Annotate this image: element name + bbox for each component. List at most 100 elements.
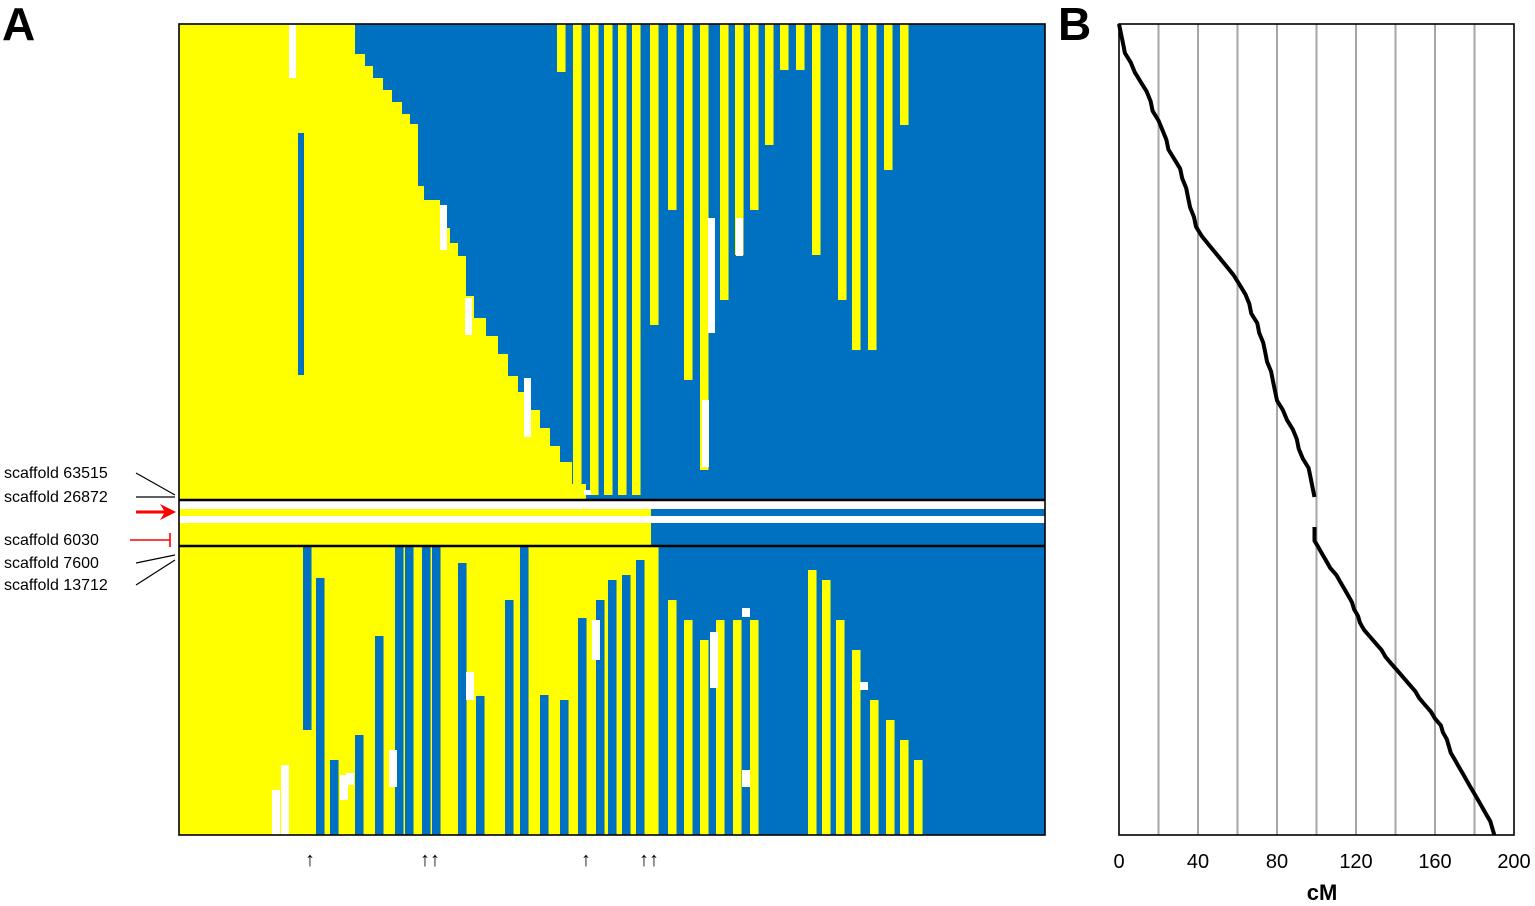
- upper-cell: [179, 428, 550, 446]
- plot-frame: [1118, 23, 1515, 836]
- lower-cell: [870, 700, 879, 835]
- lower-cell: [852, 650, 861, 835]
- missing-cell: [592, 620, 600, 660]
- bottom-arrows: ↑ ↑↑ ↑ ↑↑: [305, 849, 659, 871]
- upper-cell: [179, 410, 540, 428]
- lower-cell: [914, 760, 923, 835]
- grid-lines: [1157, 24, 1476, 835]
- missing-cell: [346, 773, 354, 785]
- upper-cell: [179, 318, 486, 336]
- band-cell: [651, 523, 1045, 546]
- lower-cell: [733, 620, 742, 835]
- panel-b-letter: B: [1058, 0, 1091, 50]
- lower-cell: [316, 578, 325, 835]
- missing-cell: [860, 682, 868, 690]
- lower-cell: [822, 580, 831, 835]
- upper-cell: [179, 90, 392, 102]
- x-tick-label: 0: [1113, 851, 1124, 873]
- lower-cell: [808, 570, 817, 835]
- cumulative-cm-curve: [1117, 23, 1497, 836]
- upper-cell: [179, 200, 440, 228]
- upper-cell: [179, 484, 586, 500]
- lower-cell: [422, 546, 431, 835]
- upper-cell: [548, 24, 554, 72]
- upper-cell: [900, 24, 909, 125]
- locus-arrow-icon: ↑: [305, 849, 315, 871]
- lower-cell: [375, 636, 384, 835]
- lower-cell: [405, 546, 414, 835]
- missing-cell: [289, 24, 296, 78]
- lower-cell: [355, 735, 364, 835]
- x-tick-labels: 0 40 80 120 160 200: [1113, 851, 1530, 873]
- band-cell: [179, 516, 1045, 523]
- upper-cell: [838, 24, 847, 300]
- lower-cell: [650, 546, 659, 835]
- upper-cell: [868, 24, 877, 350]
- lower-cell: [395, 546, 404, 835]
- upper-cell: [179, 66, 373, 78]
- lower-cell: [303, 546, 312, 730]
- upper-cell: [590, 24, 599, 495]
- heatmap-lower-block: [179, 538, 1045, 835]
- band-cell: [179, 509, 651, 516]
- upper-cell: [179, 243, 458, 256]
- leader-line: [135, 554, 176, 564]
- upper-cell: [780, 24, 789, 70]
- upper-cell: [668, 24, 677, 210]
- lower-cell: [886, 720, 895, 835]
- upper-cell: [604, 24, 613, 495]
- x-tick-label: 160: [1418, 851, 1451, 873]
- band-cell: [179, 523, 651, 546]
- lower-cell: [836, 620, 845, 835]
- upper-cell: [765, 24, 774, 145]
- lower-cell: [458, 563, 467, 835]
- upper-cell: [796, 24, 805, 70]
- missing-cell: [524, 378, 531, 437]
- x-tick-label: 120: [1339, 851, 1372, 873]
- upper-cell: [298, 133, 304, 375]
- upper-cell: [632, 24, 641, 495]
- upper-cell: [179, 114, 410, 124]
- missing-cell: [742, 608, 750, 617]
- scaffold-label: scaffold 63515: [4, 465, 108, 482]
- missing-cell: [440, 205, 447, 250]
- missing-cell: [584, 490, 591, 495]
- lower-cell: [540, 695, 549, 835]
- scaffold-label: scaffold 26872: [4, 489, 108, 506]
- panel-a-letter: A: [2, 0, 35, 50]
- lower-cell: [668, 600, 677, 835]
- upper-cell: [179, 228, 450, 243]
- leader-line: [135, 472, 176, 496]
- lower-cell: [560, 700, 569, 835]
- scaffold-label: scaffold 6030: [4, 532, 99, 549]
- upper-cell: [650, 24, 659, 325]
- upper-cell: [735, 24, 744, 255]
- lower-cell: [596, 600, 605, 835]
- missing-cell: [708, 218, 715, 333]
- upper-cell: [179, 24, 355, 54]
- lower-cell: [636, 560, 645, 835]
- band-cell: [179, 503, 1045, 509]
- lower-cell: [578, 618, 587, 835]
- missing-cell: [281, 765, 289, 835]
- heatmap-frame: [178, 23, 1046, 836]
- x-tick-label: 40: [1187, 851, 1209, 873]
- missing-cell: [736, 218, 743, 256]
- band-cell: [651, 509, 1045, 516]
- upper-cell: [573, 24, 582, 495]
- upper-cell: [852, 24, 861, 350]
- lower-cell: [716, 620, 725, 835]
- lower-cell: [700, 640, 709, 835]
- scaffold-labels: scaffold 63515 scaffold 26872 scaffold 603…: [4, 465, 176, 594]
- lower-cell: [476, 696, 485, 835]
- missing-cell: [272, 790, 280, 835]
- lower-cell: [622, 575, 631, 835]
- panel-a-heatmap: scaffold 63515 scaffold 26872 scaffold 603…: [4, 23, 1046, 871]
- lower-cell: [330, 760, 339, 835]
- upper-cell: [179, 336, 498, 354]
- missing-cell: [742, 770, 750, 787]
- heatmap-upper-block: [179, 24, 1045, 500]
- upper-cell: [179, 392, 530, 410]
- upper-cell: [179, 78, 383, 90]
- lower-cell: [520, 546, 529, 835]
